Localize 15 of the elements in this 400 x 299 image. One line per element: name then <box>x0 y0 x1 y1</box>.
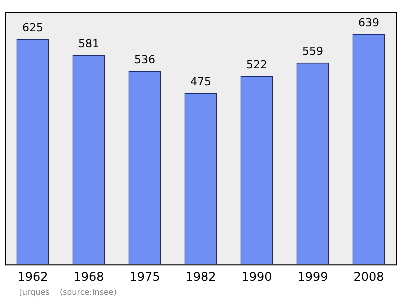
x-tick-label: 1999 <box>298 270 328 284</box>
x-tick-label: 1990 <box>242 270 272 284</box>
data-label: 536 <box>134 54 156 67</box>
x-tick-label: 1962 <box>18 270 48 284</box>
text: Jurques (source:Insee) <box>19 288 117 298</box>
x-tick-label: 1975 <box>130 270 160 284</box>
x-tick-label: 1982 <box>186 270 216 284</box>
data-label: 625 <box>22 21 44 34</box>
x-tick-label: 1968 <box>74 270 104 284</box>
x-tick-label: 2008 <box>354 270 384 284</box>
data-label: 559 <box>302 45 324 58</box>
data-label: 522 <box>246 58 268 72</box>
data-label: 639 <box>358 16 380 30</box>
data-label: 581 <box>78 37 100 50</box>
data-label: 475 <box>190 76 212 89</box>
